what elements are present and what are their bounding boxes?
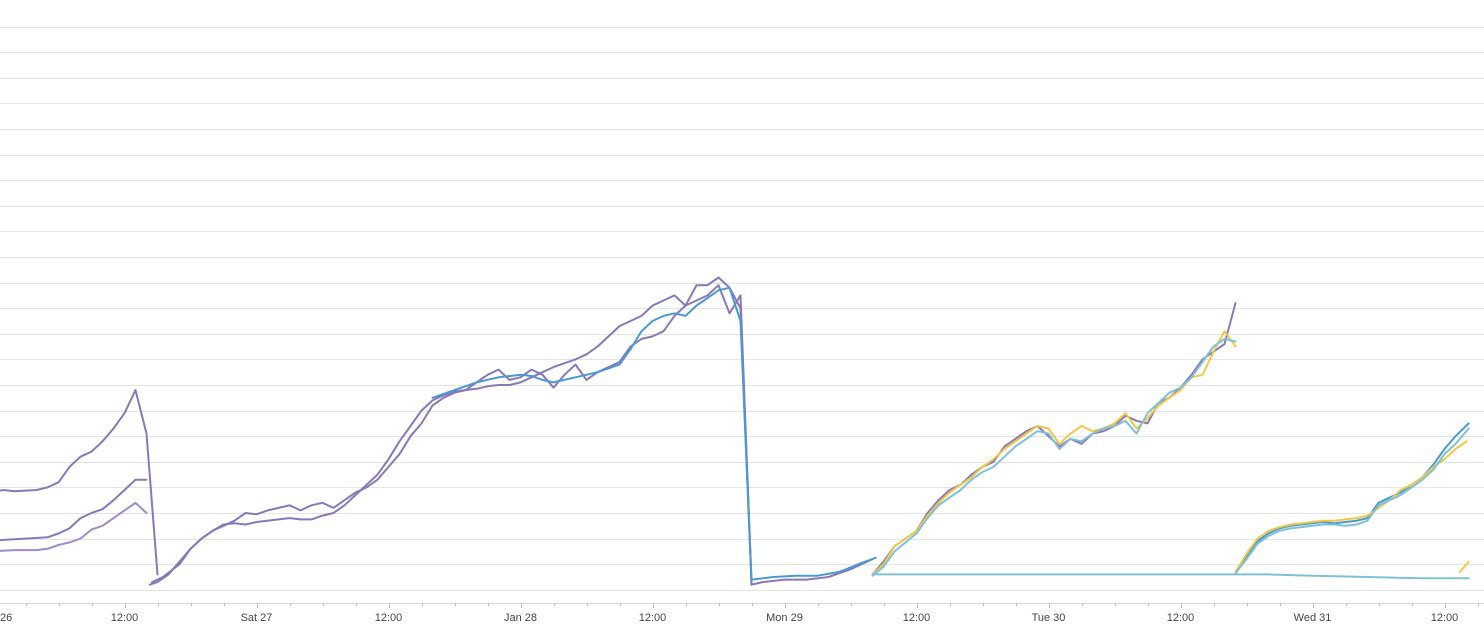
x-tick-label: 12:00 [375,612,403,624]
x-tick-label: 12:00 [111,612,139,624]
series-line-12[interactable] [1234,427,1470,575]
x-tick-label: 12:00 [1167,612,1195,624]
x-tick-label: 12:00 [639,612,667,624]
x-axis: 26 12:00 Sat 27 12:00 Jan 28 12:00 Mon 29 12:00… [0,603,1484,624]
series-line-10[interactable] [1234,422,1470,573]
series-line-7[interactable] [871,330,1237,576]
series-line-2[interactable] [0,501,148,552]
series-lines [0,276,1470,586]
series-line-4[interactable] [151,276,874,586]
x-tick-label: 12:00 [903,612,931,624]
grid-lines [0,27,1484,591]
series-line-5[interactable] [431,286,877,581]
series-line-8[interactable] [871,337,1237,577]
series-line-1[interactable] [0,478,148,542]
series-line-9[interactable] [871,573,1470,580]
x-tick-label: Tue 30 [1032,612,1066,624]
series-line-11[interactable] [1234,440,1468,573]
x-tick-label: Mon 29 [766,612,803,624]
series-line-6[interactable] [871,302,1237,576]
x-tick-label: Sat 27 [241,612,273,624]
x-tick-label: Wed 31 [1294,612,1332,624]
series-line-13[interactable] [1458,560,1470,573]
series-line-0[interactable] [0,389,159,576]
x-tick-label: Jan 28 [504,612,537,624]
x-tick-label: 12:00 [1431,612,1459,624]
series-line-3[interactable] [148,284,753,586]
x-tick-label: 26 [0,612,12,624]
